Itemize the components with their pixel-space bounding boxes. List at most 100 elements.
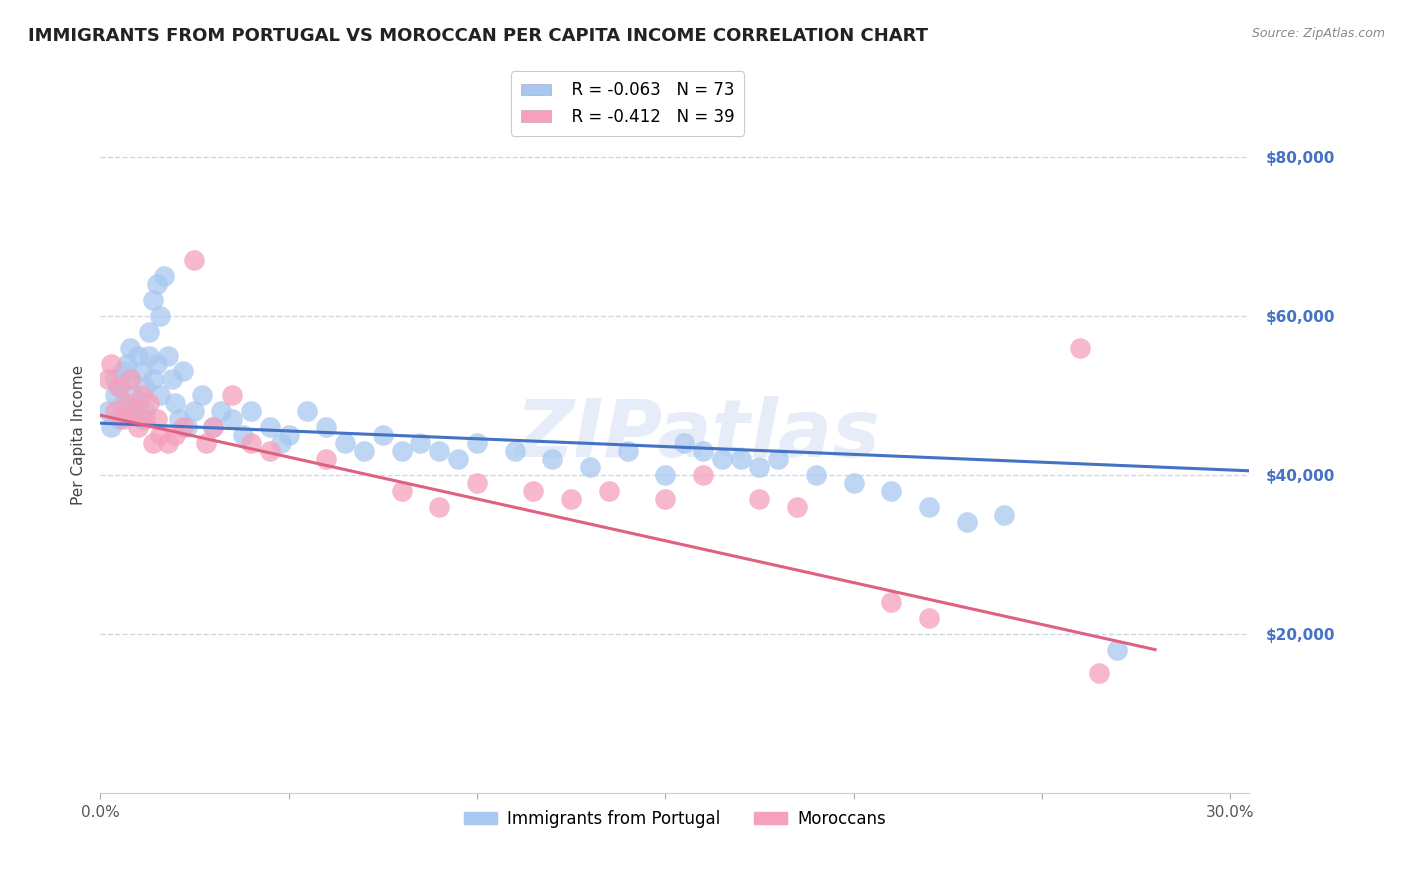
Point xyxy=(176,420,198,434)
Point xyxy=(122,388,145,402)
Point xyxy=(145,357,167,371)
Point xyxy=(748,491,770,506)
Point xyxy=(232,428,254,442)
Point xyxy=(202,420,225,434)
Point xyxy=(145,277,167,291)
Point xyxy=(120,372,142,386)
Point xyxy=(138,349,160,363)
Point xyxy=(918,500,941,514)
Point xyxy=(165,428,187,442)
Point xyxy=(259,444,281,458)
Point xyxy=(371,428,394,442)
Point xyxy=(104,388,127,402)
Point xyxy=(108,380,131,394)
Point xyxy=(654,491,676,506)
Text: Source: ZipAtlas.com: Source: ZipAtlas.com xyxy=(1251,27,1385,40)
Point xyxy=(194,436,217,450)
Point xyxy=(353,444,375,458)
Point xyxy=(134,380,156,394)
Point xyxy=(156,436,179,450)
Point xyxy=(115,404,138,418)
Point xyxy=(579,459,602,474)
Point xyxy=(131,364,153,378)
Text: ZIPatlas: ZIPatlas xyxy=(515,396,880,474)
Point xyxy=(108,380,131,394)
Point xyxy=(598,483,620,498)
Legend: Immigrants from Portugal, Moroccans: Immigrants from Portugal, Moroccans xyxy=(457,803,893,834)
Point xyxy=(315,451,337,466)
Point xyxy=(122,404,145,418)
Point xyxy=(191,388,214,402)
Point xyxy=(104,404,127,418)
Point xyxy=(1107,642,1129,657)
Point xyxy=(156,349,179,363)
Point xyxy=(315,420,337,434)
Point xyxy=(111,364,134,378)
Point xyxy=(127,349,149,363)
Point xyxy=(127,420,149,434)
Point xyxy=(221,412,243,426)
Point xyxy=(149,388,172,402)
Point xyxy=(100,420,122,434)
Point xyxy=(333,436,356,450)
Point xyxy=(409,436,432,450)
Point xyxy=(221,388,243,402)
Point xyxy=(149,309,172,323)
Point xyxy=(183,404,205,418)
Point xyxy=(104,372,127,386)
Point xyxy=(842,475,865,490)
Point xyxy=(768,451,790,466)
Point xyxy=(880,483,903,498)
Point xyxy=(993,508,1015,522)
Point xyxy=(138,325,160,339)
Point xyxy=(165,396,187,410)
Point xyxy=(145,412,167,426)
Point xyxy=(120,372,142,386)
Point xyxy=(391,444,413,458)
Point xyxy=(172,364,194,378)
Point xyxy=(111,396,134,410)
Point xyxy=(259,420,281,434)
Point xyxy=(270,436,292,450)
Point xyxy=(1069,341,1091,355)
Point xyxy=(131,412,153,426)
Point xyxy=(239,404,262,418)
Point xyxy=(100,357,122,371)
Point xyxy=(918,611,941,625)
Y-axis label: Per Capita Income: Per Capita Income xyxy=(72,365,86,505)
Point xyxy=(804,467,827,482)
Point xyxy=(167,412,190,426)
Point xyxy=(692,467,714,482)
Point xyxy=(142,293,165,307)
Point xyxy=(183,253,205,268)
Point xyxy=(149,428,172,442)
Point xyxy=(153,269,176,284)
Point xyxy=(209,404,232,418)
Point xyxy=(730,451,752,466)
Point xyxy=(115,357,138,371)
Point xyxy=(880,595,903,609)
Point xyxy=(120,341,142,355)
Point xyxy=(172,420,194,434)
Point xyxy=(108,412,131,426)
Point xyxy=(160,372,183,386)
Point xyxy=(427,444,450,458)
Point xyxy=(710,451,733,466)
Point xyxy=(97,404,120,418)
Point xyxy=(391,483,413,498)
Point xyxy=(465,475,488,490)
Text: IMMIGRANTS FROM PORTUGAL VS MOROCCAN PER CAPITA INCOME CORRELATION CHART: IMMIGRANTS FROM PORTUGAL VS MOROCCAN PER… xyxy=(28,27,928,45)
Point xyxy=(277,428,299,442)
Point xyxy=(1087,666,1109,681)
Point xyxy=(134,404,156,418)
Point xyxy=(97,372,120,386)
Point xyxy=(503,444,526,458)
Point xyxy=(956,516,979,530)
Point xyxy=(202,420,225,434)
Point xyxy=(115,396,138,410)
Point xyxy=(748,459,770,474)
Point xyxy=(541,451,564,466)
Point xyxy=(447,451,470,466)
Point xyxy=(522,483,544,498)
Point xyxy=(673,436,696,450)
